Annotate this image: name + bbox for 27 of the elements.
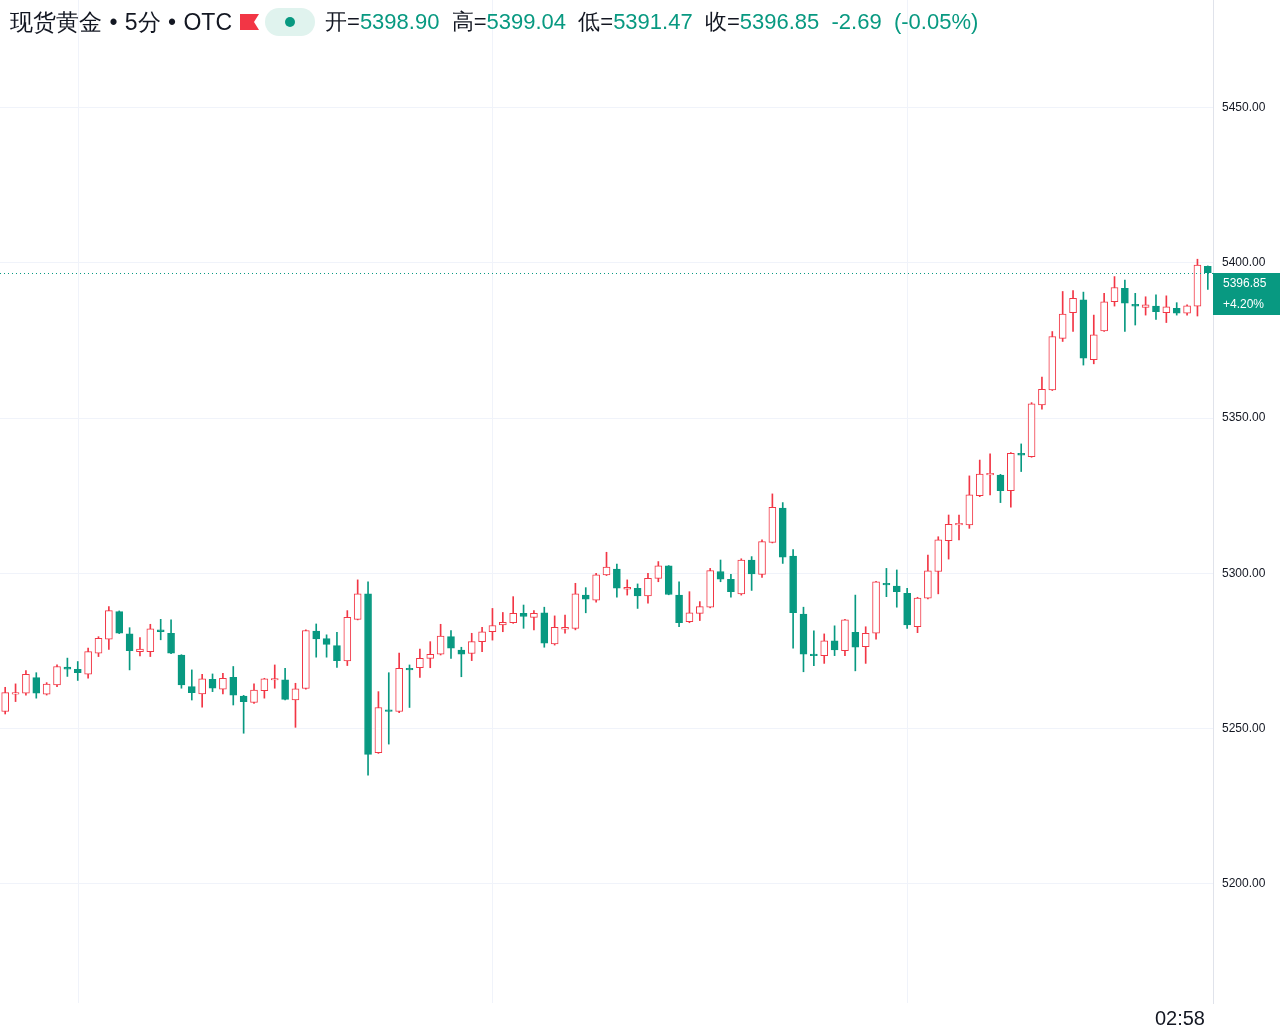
candlestick <box>623 579 632 596</box>
y-tick-label: 5350.00 <box>1222 410 1266 425</box>
candlestick <box>312 623 321 658</box>
text: 开=5398.90 高=5399.04 低=5391.47 收=5396.85 -2.69 (-0.05%) <box>325 9 979 34</box>
candlestick <box>270 664 279 689</box>
candlestick <box>851 594 860 672</box>
y-tick-label: 5200.00 <box>1222 876 1266 891</box>
candlestick <box>499 612 507 633</box>
candlestick <box>530 610 538 631</box>
candlestick <box>986 453 994 496</box>
candlestick <box>136 637 144 657</box>
candlestick <box>426 641 435 669</box>
candlestick <box>1152 294 1160 320</box>
candlestick <box>156 618 165 641</box>
text: +4.20% <box>1223 297 1265 312</box>
ref-line-label: 5396.85 <box>1223 276 1267 291</box>
candlestick <box>384 672 393 745</box>
candlestick <box>73 661 82 681</box>
candlestick <box>187 669 196 701</box>
y-tick-label: 5400.00 <box>1222 255 1266 270</box>
y-tick-label: 5450.00 <box>1222 100 1266 115</box>
y-tick-label: 5300.00 <box>1222 565 1266 580</box>
chart-title: 现货黄金 • 5分 • OTC <box>10 7 233 37</box>
candlestick <box>892 569 901 608</box>
candlestick <box>561 614 569 634</box>
text: 02:58 <box>1154 1007 1205 1030</box>
y-tick-label: 5250.00 <box>1222 720 1266 735</box>
